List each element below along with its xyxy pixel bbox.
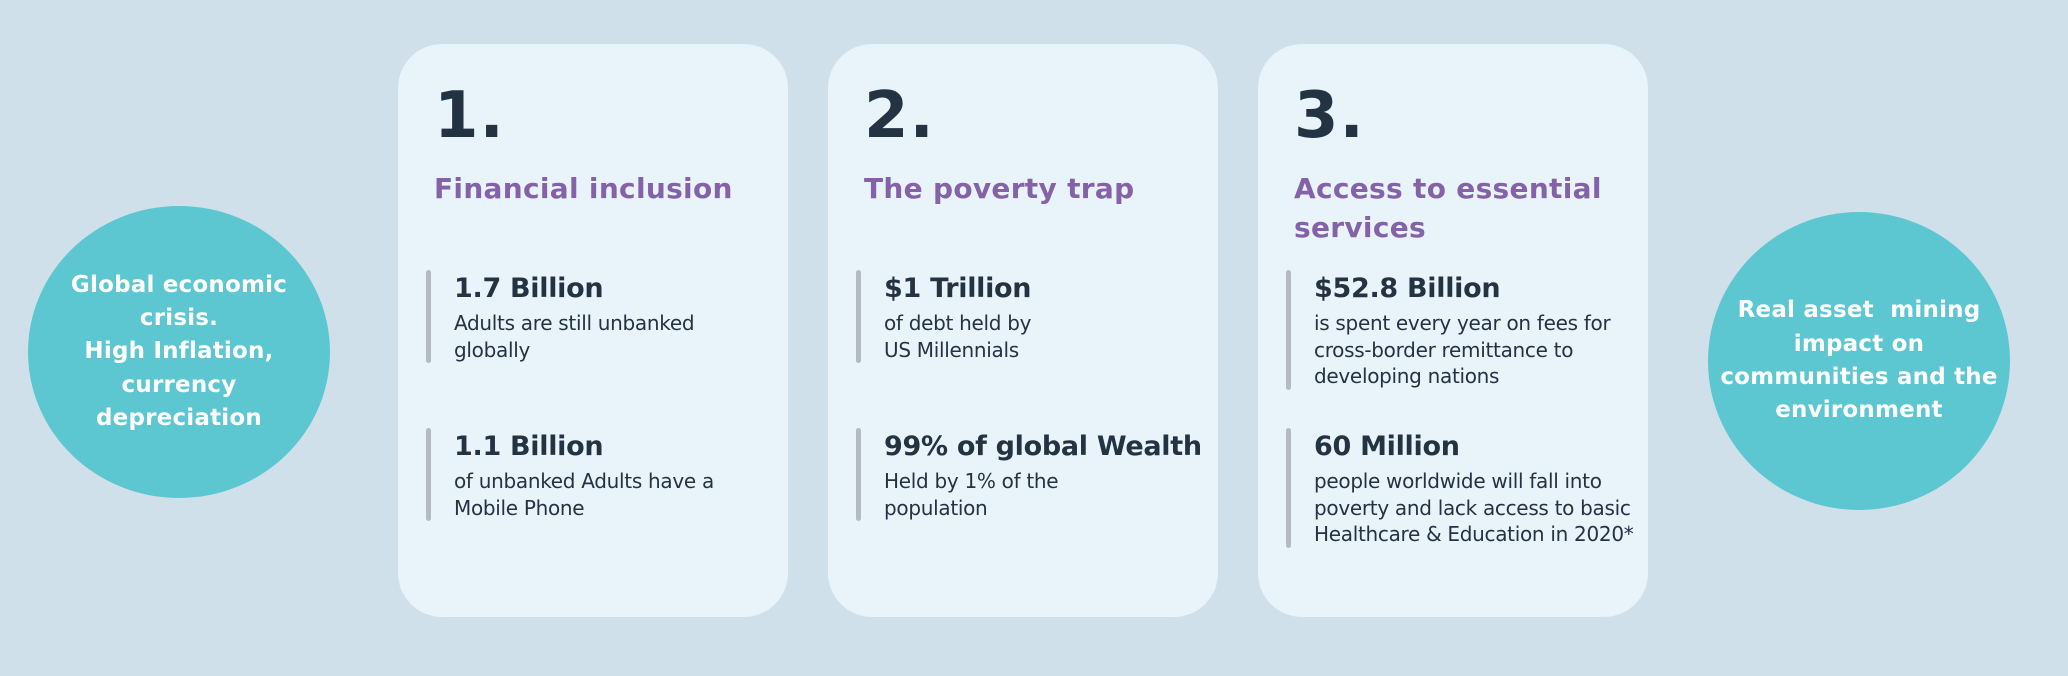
card-financial-inclusion: 1. Financial inclusion 1.7 Billion Adult… bbox=[398, 44, 788, 617]
stat-description: Held by 1% of the population bbox=[884, 468, 1059, 520]
card-number: 3. bbox=[1294, 79, 1365, 153]
stat-accent-bar bbox=[426, 428, 431, 522]
card-header: 3. Access to essential services bbox=[1294, 84, 1618, 247]
card-header: 2. The poverty trap bbox=[864, 84, 1188, 208]
stat-accent-bar bbox=[856, 270, 861, 364]
card-title: Access to essential services bbox=[1294, 172, 1602, 245]
card-title: Financial inclusion bbox=[434, 172, 733, 205]
card-number: 2. bbox=[864, 79, 935, 153]
right-circle-callout: Real asset mining impact on communities … bbox=[1708, 212, 2010, 510]
stat-description: of unbanked Adults have a Mobile Phone bbox=[454, 468, 714, 520]
card-header: 1. Financial inclusion bbox=[434, 84, 758, 208]
left-circle-callout: Global economic crisis. High Inflation, … bbox=[28, 206, 330, 498]
card-title: The poverty trap bbox=[864, 172, 1135, 205]
stat-accent-bar bbox=[856, 428, 861, 522]
stat-value: 1.7 Billion bbox=[454, 273, 604, 304]
card-access-essential-services: 3. Access to essential services $52.8 Bi… bbox=[1258, 44, 1648, 617]
card-poverty-trap: 2. The poverty trap $1 Trillion of debt … bbox=[828, 44, 1218, 617]
left-circle-text: Global economic crisis. High Inflation, … bbox=[70, 271, 288, 432]
stat-description: of debt held by US Millennials bbox=[884, 310, 1032, 362]
stat-value: 99% of global Wealth bbox=[884, 431, 1202, 462]
stat-block: 60 Million people worldwide will fall in… bbox=[1286, 428, 1634, 549]
stat-block: 99% of global Wealth Held by 1% of the p… bbox=[856, 428, 1202, 522]
stat-block: $52.8 Billion is spent every year on fee… bbox=[1286, 270, 1628, 391]
stat-value: 1.1 Billion bbox=[454, 431, 604, 462]
stat-value: $52.8 Billion bbox=[1314, 273, 1501, 304]
stat-description: is spent every year on fees for cross-bo… bbox=[1314, 310, 1611, 389]
stat-block: 1.1 Billion of unbanked Adults have a Mo… bbox=[426, 428, 768, 522]
stat-accent-bar bbox=[1286, 270, 1291, 391]
stat-value: $1 Trillion bbox=[884, 273, 1032, 304]
stat-accent-bar bbox=[426, 270, 431, 364]
stat-description: people worldwide will fall into poverty … bbox=[1314, 468, 1634, 547]
stat-value: 60 Million bbox=[1314, 431, 1460, 462]
stat-block: 1.7 Billion Adults are still unbanked gl… bbox=[426, 270, 768, 364]
card-number: 1. bbox=[434, 79, 505, 153]
stat-block: $1 Trillion of debt held by US Millennia… bbox=[856, 270, 1198, 364]
stat-description: Adults are still unbanked globally bbox=[454, 310, 695, 362]
right-circle-text: Real asset mining impact on communities … bbox=[1720, 297, 1998, 424]
stat-accent-bar bbox=[1286, 428, 1291, 549]
